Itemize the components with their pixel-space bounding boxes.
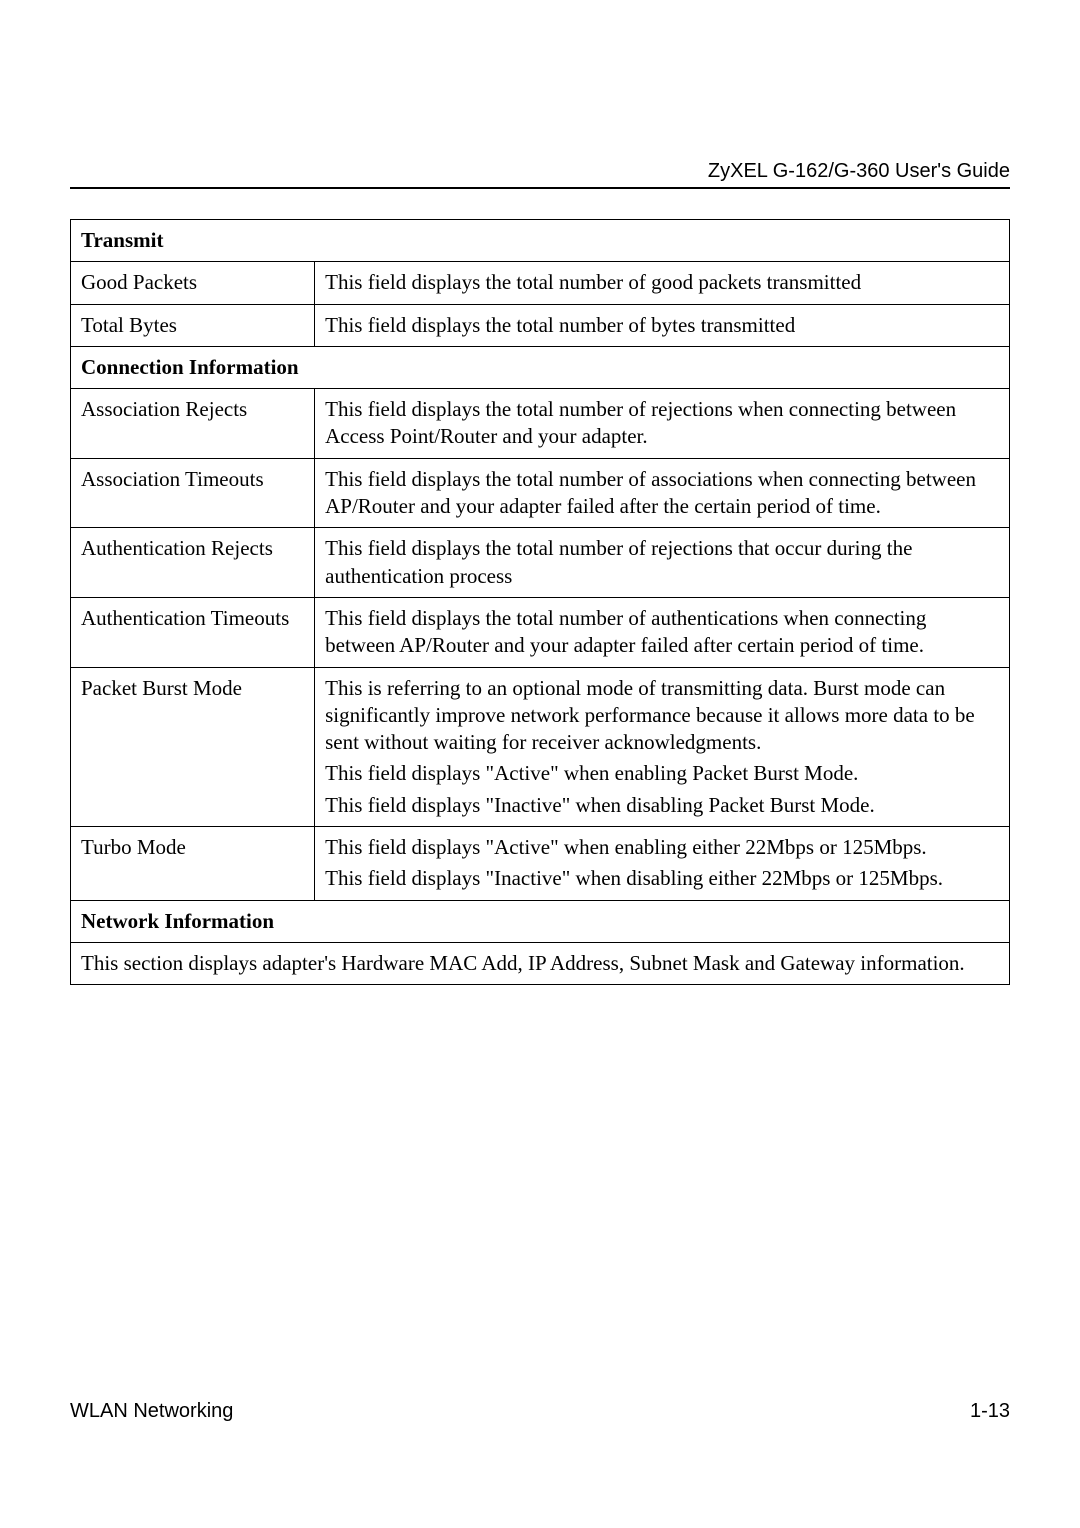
desc-para: This field displays the total number of …	[325, 466, 999, 521]
table-row-section: Connection Information	[71, 346, 1010, 388]
desc-para: This field displays the total number of …	[325, 312, 999, 339]
row-desc: This field displays "Active" when enabli…	[315, 827, 1010, 901]
row-label: Good Packets	[71, 262, 315, 304]
table-row-section: Network Information	[71, 900, 1010, 942]
row-desc: This field displays the total number of …	[315, 528, 1010, 598]
guide-title: ZyXEL G-162/G-360 User's Guide	[70, 160, 1010, 187]
table-row: Association Rejects This field displays …	[71, 389, 1010, 459]
desc-para: This field displays the total number of …	[325, 396, 999, 451]
section-heading-network: Network Information	[71, 900, 1010, 942]
desc-para: This field displays the total number of …	[325, 605, 999, 660]
row-label: Association Rejects	[71, 389, 315, 459]
desc-para: This field displays the total number of …	[325, 269, 999, 296]
row-desc: This field displays the total number of …	[315, 597, 1010, 667]
info-table: Transmit Good Packets This field display…	[70, 219, 1010, 985]
footer-left: WLAN Networking	[70, 1400, 233, 1423]
row-label: Association Timeouts	[71, 458, 315, 528]
table-row: Total Bytes This field displays the tota…	[71, 304, 1010, 346]
row-desc: This field displays the total number of …	[315, 262, 1010, 304]
table-row: Packet Burst Mode This is referring to a…	[71, 667, 1010, 826]
section-heading-transmit: Transmit	[71, 220, 1010, 262]
row-label: Total Bytes	[71, 304, 315, 346]
row-desc: This field displays the total number of …	[315, 389, 1010, 459]
desc-para: This field displays "Inactive" when disa…	[325, 792, 999, 819]
row-desc: This field displays the total number of …	[315, 304, 1010, 346]
row-label: Packet Burst Mode	[71, 667, 315, 826]
table-row: Authentication Rejects This field displa…	[71, 528, 1010, 598]
table-row: Authentication Timeouts This field displ…	[71, 597, 1010, 667]
page-content: ZyXEL G-162/G-360 User's Guide Transmit …	[70, 160, 1010, 985]
header-rule	[70, 187, 1010, 189]
table-row: Association Timeouts This field displays…	[71, 458, 1010, 528]
network-note: This section displays adapter's Hardware…	[71, 942, 1010, 984]
desc-para: This is referring to an optional mode of…	[325, 675, 999, 757]
table-row: Good Packets This field displays the tot…	[71, 262, 1010, 304]
row-label: Turbo Mode	[71, 827, 315, 901]
row-desc: This is referring to an optional mode of…	[315, 667, 1010, 826]
table-row: This section displays adapter's Hardware…	[71, 942, 1010, 984]
desc-para: This field displays the total number of …	[325, 535, 999, 590]
row-label: Authentication Timeouts	[71, 597, 315, 667]
row-label: Authentication Rejects	[71, 528, 315, 598]
desc-para: This field displays "Active" when enabli…	[325, 834, 999, 861]
page-footer: WLAN Networking 1-13	[70, 1400, 1010, 1423]
table-row-section: Transmit	[71, 220, 1010, 262]
section-heading-connection: Connection Information	[71, 346, 1010, 388]
desc-para: This field displays "Active" when enabli…	[325, 760, 999, 787]
row-desc: This field displays the total number of …	[315, 458, 1010, 528]
desc-para: This field displays "Inactive" when disa…	[325, 865, 999, 892]
table-row: Turbo Mode This field displays "Active" …	[71, 827, 1010, 901]
footer-right: 1-13	[970, 1400, 1010, 1423]
